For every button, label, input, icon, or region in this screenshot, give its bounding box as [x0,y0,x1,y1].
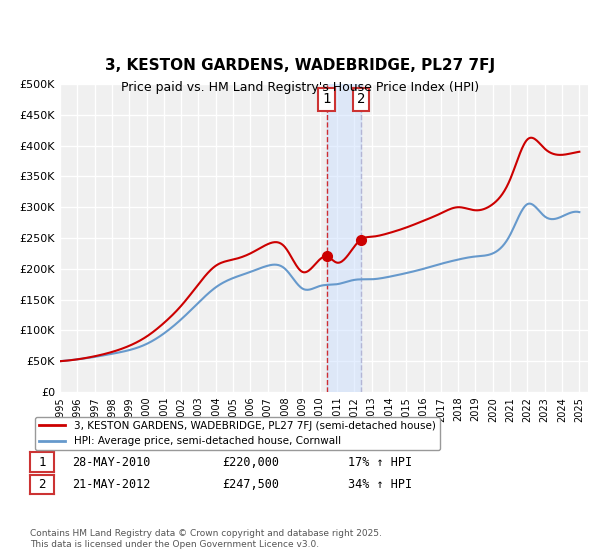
Text: 28-MAY-2010: 28-MAY-2010 [72,455,151,469]
Bar [326,84,361,392]
Text: 1: 1 [38,456,46,469]
Text: 1: 1 [322,92,331,106]
Text: 2: 2 [38,478,46,491]
Text: Price paid vs. HM Land Registry's House Price Index (HPI): Price paid vs. HM Land Registry's House … [121,81,479,94]
Text: Contains HM Land Registry data © Crown copyright and database right 2025.
This d: Contains HM Land Registry data © Crown c… [30,529,382,549]
Text: 17% ↑ HPI: 17% ↑ HPI [348,455,412,469]
Legend: 3, KESTON GARDENS, WADEBRIDGE, PL27 7FJ (semi-detached house), HPI: Average pric: 3, KESTON GARDENS, WADEBRIDGE, PL27 7FJ … [35,417,440,450]
Text: £220,000: £220,000 [222,455,279,469]
Text: 2: 2 [356,92,365,106]
Text: £247,500: £247,500 [222,478,279,491]
Text: 21-MAY-2012: 21-MAY-2012 [72,478,151,491]
Text: 34% ↑ HPI: 34% ↑ HPI [348,478,412,491]
Text: 3, KESTON GARDENS, WADEBRIDGE, PL27 7FJ: 3, KESTON GARDENS, WADEBRIDGE, PL27 7FJ [105,58,495,73]
